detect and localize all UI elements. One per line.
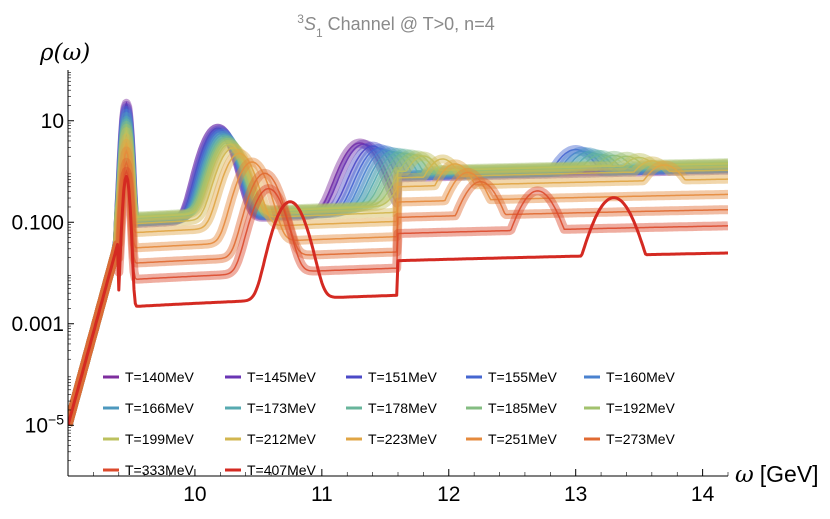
legend-entry: T=192MeV bbox=[606, 400, 676, 416]
legend-entry: T=273MeV bbox=[606, 431, 676, 447]
legend-entry: T=223MeV bbox=[368, 431, 438, 447]
legend-entry: T=407MeV bbox=[247, 462, 317, 478]
x-axis-ticks: 10 11 12 13 14 bbox=[93, 469, 729, 506]
x-tick-label: 10 bbox=[183, 483, 206, 506]
legend-entry: T=212MeV bbox=[247, 431, 317, 447]
series-center-line bbox=[68, 129, 728, 426]
legend-entry: T=251MeV bbox=[488, 431, 558, 447]
x-axis-label: ω [GeV] bbox=[735, 461, 819, 488]
y-axis-ticks: 10 0.100 0.001 10−5 bbox=[11, 72, 74, 462]
chart-title: 3S1 Channel @ T>0, n=4 bbox=[297, 12, 494, 40]
x-tick-label: 14 bbox=[691, 483, 715, 506]
legend-entry: T=155MeV bbox=[488, 369, 558, 385]
series-center-line bbox=[68, 160, 728, 426]
y-tick-label: 0.001 bbox=[11, 313, 64, 336]
series-layer bbox=[68, 98, 728, 427]
series-center-line bbox=[68, 126, 728, 426]
series-center-line bbox=[68, 169, 728, 426]
legend-entry: T=178MeV bbox=[368, 400, 438, 416]
legend-entry: T=145MeV bbox=[247, 369, 317, 385]
y-axis-label: ρ(ω) bbox=[39, 40, 90, 66]
legend-entry: T=173MeV bbox=[247, 400, 317, 416]
series-line bbox=[68, 174, 728, 426]
legend-entry: T=185MeV bbox=[488, 400, 558, 416]
y-tick-label: 0.100 bbox=[11, 211, 64, 234]
legend-entry: T=151MeV bbox=[368, 369, 438, 385]
series-center-line bbox=[68, 148, 728, 426]
x-tick-label: 12 bbox=[437, 483, 460, 506]
series-center-line bbox=[68, 118, 728, 426]
legend-entry: T=333MeV bbox=[125, 462, 195, 478]
legend-entry: T=140MeV bbox=[125, 369, 195, 385]
series-center-line bbox=[68, 120, 728, 426]
series-center-line bbox=[68, 111, 728, 426]
legend-entry: T=199MeV bbox=[125, 431, 195, 447]
legend-entry: T=166MeV bbox=[125, 400, 195, 416]
series-center-line bbox=[68, 135, 728, 426]
legend: T=140MeV T=145MeV T=151MeV T=155MeV T=160MeV… bbox=[103, 369, 676, 478]
x-tick-label: 11 bbox=[311, 483, 333, 506]
series-center-line bbox=[68, 141, 728, 426]
y-tick-label: 10−5 bbox=[25, 411, 65, 437]
y-tick-label: 10 bbox=[41, 110, 64, 133]
x-tick-label: 13 bbox=[564, 483, 587, 506]
series-center-line bbox=[68, 114, 728, 426]
legend-entry: T=160MeV bbox=[606, 369, 676, 385]
